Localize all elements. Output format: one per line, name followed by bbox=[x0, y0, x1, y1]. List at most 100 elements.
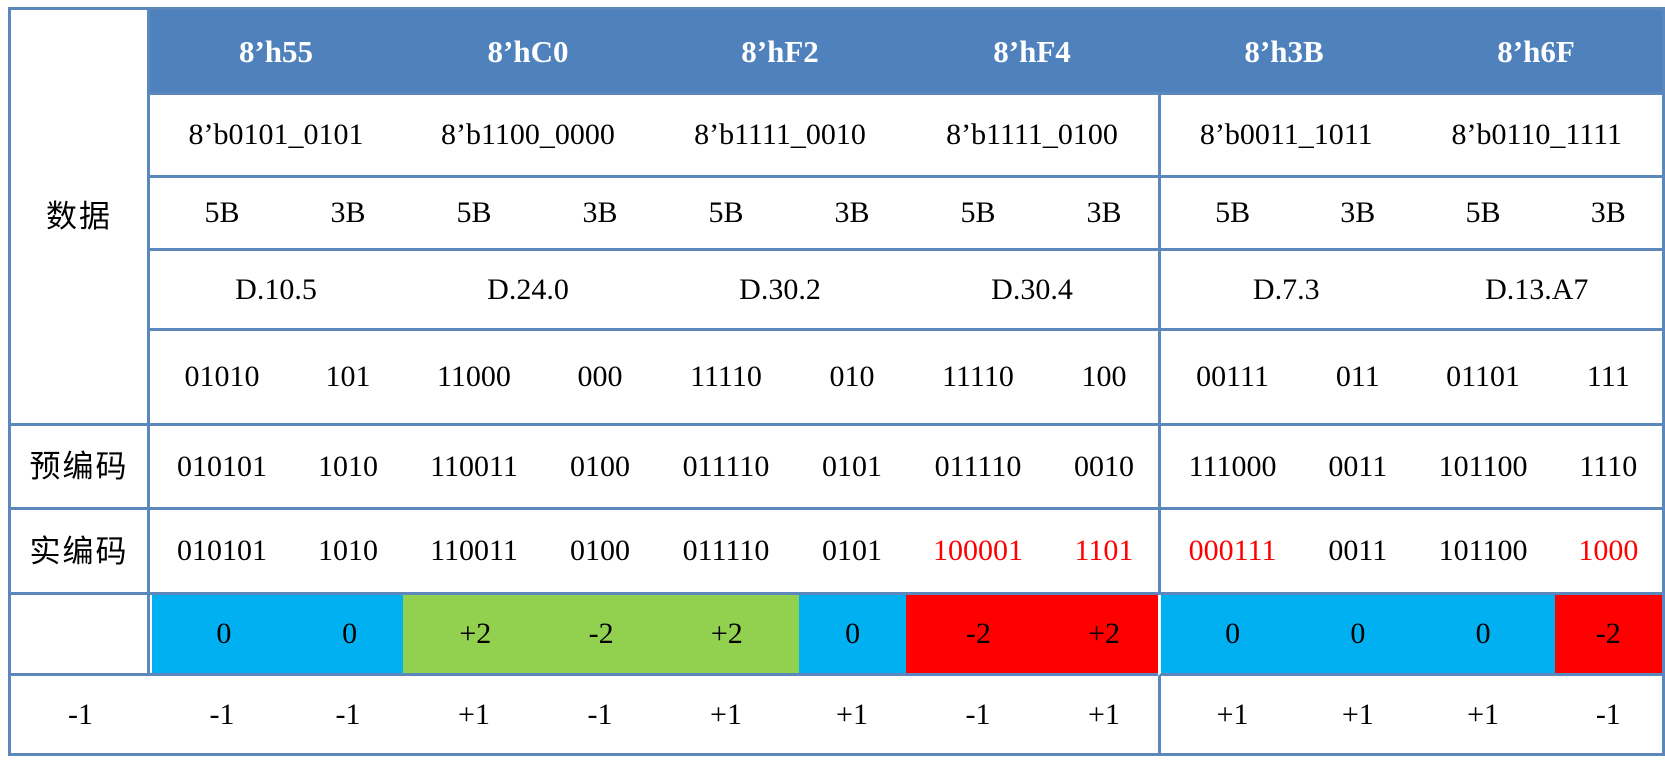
disparity-value: 0 bbox=[1475, 617, 1491, 650]
header-label: 8’hF2 bbox=[741, 33, 819, 69]
running-row-left: -1 -1 -1 +1 -1 +1 +1 -1 +1 bbox=[11, 676, 1158, 753]
bits-value: 00111 bbox=[1196, 360, 1269, 393]
bits-value: 11000 bbox=[437, 360, 511, 393]
running-value: +1 bbox=[1216, 697, 1249, 731]
precode-value: 0100 bbox=[570, 449, 630, 483]
actual-value: 0011 bbox=[1328, 534, 1388, 567]
header-cell: 8’h3B bbox=[1158, 10, 1410, 95]
split-value: 3B bbox=[330, 196, 366, 229]
precode-value: 011110 bbox=[934, 449, 1022, 483]
binary-value: 8’b1111_0100 bbox=[946, 118, 1118, 151]
precode-value: 0010 bbox=[1074, 449, 1134, 483]
disparity-block-red: -2 bbox=[1554, 595, 1662, 673]
precode-value: 1010 bbox=[318, 449, 378, 483]
disparity-value: -2 bbox=[588, 617, 614, 650]
row-label-actual: 实编码 bbox=[11, 510, 150, 595]
row-label-precode: 预编码 bbox=[11, 426, 150, 510]
actual-value: 1010 bbox=[318, 534, 378, 567]
encoding-table: 数据 8’h55 8’hC0 8’hF2 8’hF4 8’h3B 8’h6F 8… bbox=[8, 7, 1665, 756]
running-value: -1 bbox=[68, 697, 93, 731]
bits-value: 111 bbox=[1586, 360, 1630, 393]
split-row-right: 5B 3B 5B 3B bbox=[1158, 178, 1662, 251]
row-label-data-text: 数据 bbox=[46, 199, 112, 234]
bits-value: 01101 bbox=[1446, 360, 1520, 393]
binary-value: 8’b0110_1111 bbox=[1451, 118, 1623, 151]
bits-value: 101 bbox=[325, 360, 371, 393]
running-value: +1 bbox=[710, 697, 742, 731]
disparity-value: +2 bbox=[1088, 617, 1121, 650]
split-value: 5B bbox=[708, 196, 744, 229]
binary-row-left: 8’b0101_0101 8’b1100_0000 8’b1111_0010 8… bbox=[150, 95, 1158, 178]
precode-value: 010101 bbox=[177, 449, 267, 483]
binary-value: 8’b1100_0000 bbox=[441, 118, 615, 151]
disparity-value: 0 bbox=[216, 617, 232, 650]
split-value: 5B bbox=[456, 196, 492, 229]
running-value: +1 bbox=[458, 697, 490, 731]
header-cell: 8’h55 bbox=[150, 10, 402, 95]
disparity-block-cyan: 0 bbox=[798, 595, 907, 673]
split-value: 5B bbox=[960, 196, 996, 229]
running-value: -1 bbox=[209, 697, 235, 731]
header-label: 8’h3B bbox=[1244, 33, 1324, 69]
bits-value: 000 bbox=[577, 360, 623, 393]
disparity-row-left: 0 0 +2 -2 +2 0 -2 +2 bbox=[150, 595, 1158, 676]
disparity-block-cyan: 0 0 0 bbox=[1161, 595, 1555, 673]
disparity-block-red: -2 +2 bbox=[906, 595, 1158, 673]
split-value: 5B bbox=[1465, 196, 1501, 229]
bits-value: 11110 bbox=[690, 360, 762, 393]
bits-row-left: 01010 101 11000 000 11110 010 11110 100 bbox=[150, 331, 1158, 426]
dcode-row-left: D.10.5 D.24.0 D.30.2 D.30.4 bbox=[150, 251, 1158, 331]
running-value: -1 bbox=[335, 697, 361, 731]
precode-value: 011110 bbox=[682, 449, 770, 483]
split-value: 3B bbox=[1590, 196, 1626, 229]
binary-value: 8’b0011_1011 bbox=[1199, 118, 1373, 151]
split-value: 5B bbox=[1215, 196, 1251, 229]
running-value: +1 bbox=[1088, 697, 1120, 731]
split-row-left: 5B 3B 5B 3B 5B 3B 5B 3B bbox=[150, 178, 1158, 251]
dcode-value: D.13.A7 bbox=[1485, 272, 1589, 306]
running-value: -1 bbox=[1595, 697, 1621, 731]
header-cell: 8’h6F bbox=[1410, 10, 1662, 95]
precode-value: 111000 bbox=[1188, 449, 1277, 483]
actual-value-error: 100001 bbox=[933, 534, 1023, 567]
split-value: 3B bbox=[1340, 196, 1376, 229]
header-label: 8’h55 bbox=[238, 33, 314, 69]
running-value: +1 bbox=[836, 697, 868, 731]
actual-row-right: 000111 0011 101100 1000 bbox=[1158, 510, 1662, 595]
precode-value: 110011 bbox=[430, 449, 518, 483]
disparity-value: 0 bbox=[845, 617, 861, 650]
running-value: +1 bbox=[1467, 697, 1500, 731]
actual-value: 0100 bbox=[570, 534, 630, 567]
dcode-value: D.30.2 bbox=[739, 272, 821, 306]
actual-row-left: 010101 1010 110011 0100 011110 0101 1000… bbox=[150, 510, 1158, 595]
dcode-value: D.10.5 bbox=[235, 272, 317, 306]
running-value: -1 bbox=[965, 697, 991, 731]
dcode-value: D.7.3 bbox=[1252, 272, 1320, 306]
bits-value: 010 bbox=[829, 360, 875, 393]
split-value: 5B bbox=[204, 196, 240, 229]
precode-value: 101100 bbox=[1438, 449, 1528, 483]
disparity-value: +2 bbox=[710, 617, 743, 650]
bits-value: 11110 bbox=[942, 360, 1014, 393]
disparity-value: 0 bbox=[1225, 617, 1241, 650]
actual-value: 101100 bbox=[1438, 534, 1528, 567]
actual-value-error: 1101 bbox=[1074, 534, 1134, 567]
bits-row-right: 00111 011 01101 111 bbox=[1158, 331, 1662, 426]
bits-value: 100 bbox=[1081, 360, 1127, 393]
header-label: 8’h6F bbox=[1497, 33, 1575, 69]
disparity-value: 0 bbox=[342, 617, 358, 650]
binary-value: 8’b0101_0101 bbox=[188, 118, 364, 151]
disparity-value: -2 bbox=[1595, 617, 1621, 650]
header-cell: 8’hF2 bbox=[654, 10, 906, 95]
actual-value-error: 000111 bbox=[1188, 534, 1277, 567]
disparity-value: 0 bbox=[1350, 617, 1366, 650]
split-value: 3B bbox=[834, 196, 870, 229]
header-cell: 8’hF4 bbox=[906, 10, 1158, 95]
precode-row-left: 010101 1010 110011 0100 011110 0101 0111… bbox=[150, 426, 1158, 510]
actual-value: 011110 bbox=[682, 534, 770, 567]
split-value: 3B bbox=[1086, 196, 1122, 229]
binary-row-right: 8’b0011_1011 8’b0110_1111 bbox=[1158, 95, 1662, 178]
actual-value-error: 1000 bbox=[1578, 534, 1639, 567]
header-label: 8’hC0 bbox=[487, 33, 569, 69]
row-label-data: 数据 bbox=[11, 10, 150, 426]
